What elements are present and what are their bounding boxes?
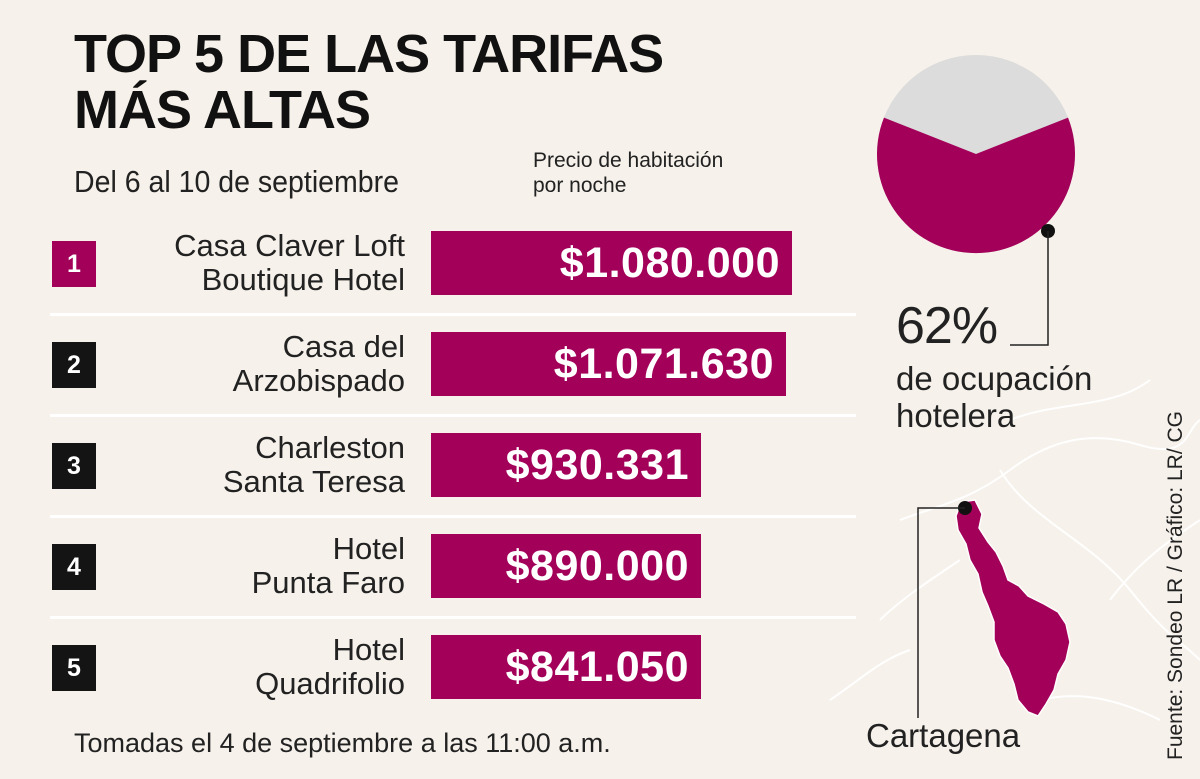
hotel-name: Hotel Punta Faro (85, 532, 405, 600)
hotel-name-line: Hotel (332, 632, 405, 667)
hotel-name-line: Arzobispado (232, 363, 405, 398)
ranking-row: 2 Casa del Arzobispado $1.071.630 (0, 327, 860, 417)
chart-subtitle: Del 6 al 10 de septiembre (74, 164, 400, 199)
map-background (829, 379, 1200, 721)
footnote: Tomadas el 4 de septiembre a las 11:00 a… (74, 728, 611, 758)
ranking-row: 1 Casa Claver Loft Boutique Hotel $1.080.00… (0, 226, 860, 316)
pie-occupancy-slice (877, 117, 1075, 254)
occupancy-label-line-2: hotelera (896, 397, 1016, 434)
price-bar: $890.000 (431, 534, 701, 598)
rank-badge: 1 (52, 241, 96, 287)
hotel-name-line: Punta Faro (251, 565, 405, 600)
hotel-name-line: Boutique Hotel (201, 262, 405, 297)
hotel-name-line: Casa Claver Loft (174, 228, 405, 263)
occupancy-label: de ocupación hotelera (896, 360, 1156, 434)
title-line-1: TOP 5 DE LAS TARIFAS (74, 24, 664, 84)
price-bar: $930.331 (431, 433, 701, 497)
occupancy-value: 62% (896, 297, 998, 355)
price-note-line-2: por noche (533, 174, 627, 197)
cartagena-leader-line (917, 507, 965, 718)
pie-leader-line (1010, 231, 1049, 346)
row-divider (50, 515, 856, 518)
price-bar: $841.050 (431, 635, 701, 699)
ranking-row: 3 Charleston Santa Teresa $930.331 (0, 428, 860, 518)
price-note-line-1: Precio de habitación (533, 149, 724, 172)
price-bar: $1.080.000 (431, 231, 792, 295)
rank-badge: 3 (52, 443, 96, 489)
hotel-name-line: Santa Teresa (222, 464, 405, 499)
hotel-name: Casa del Arzobispado (85, 330, 405, 398)
occupancy-label-line-1: de ocupación (896, 360, 1093, 397)
city-label: Cartagena (866, 717, 1021, 754)
hotel-name-line: Casa del (282, 329, 405, 364)
rank-badge: 2 (52, 342, 96, 388)
row-divider (50, 616, 856, 619)
ranking-row: 5 Hotel Quadrifolio $841.050 (0, 630, 860, 720)
price-bar: $1.071.630 (431, 332, 786, 396)
row-divider (50, 414, 856, 417)
hotel-name: Hotel Quadrifolio (85, 633, 405, 701)
price-axis-label: Precio de habitación por noche (533, 148, 793, 198)
rank-badge: 5 (52, 645, 96, 691)
cartagena-region-shape (955, 499, 1071, 717)
row-divider (50, 313, 856, 316)
ranking-row: 4 Hotel Punta Faro $890.000 (0, 529, 860, 619)
hotel-name-line: Hotel (332, 531, 405, 566)
hotel-name: Charleston Santa Teresa (85, 431, 405, 499)
chart-title: TOP 5 DE LAS TARIFAS MÁS ALTAS (74, 26, 794, 138)
rank-badge: 4 (52, 544, 96, 590)
hotel-name-line: Quadrifolio (255, 666, 405, 701)
source-credit: Fuente: Sondeo LR / Gráfico: LR/ CG (1164, 410, 1187, 760)
hotel-name: Casa Claver Loft Boutique Hotel (85, 229, 405, 297)
hotel-name-line: Charleston (255, 430, 405, 465)
title-line-2: MÁS ALTAS (74, 80, 371, 140)
